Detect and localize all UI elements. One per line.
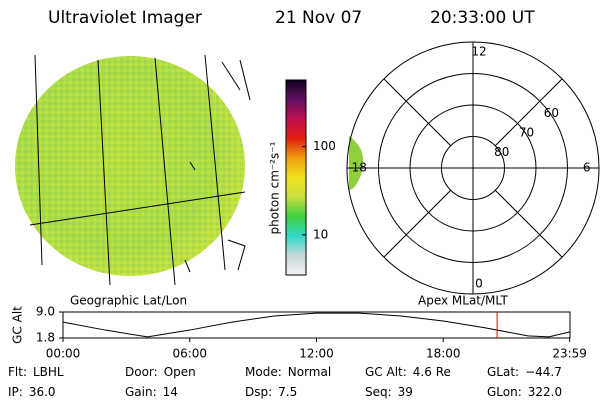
info-label: GLon: — [487, 385, 522, 399]
info-value: 322.0 — [528, 385, 562, 399]
x-tick-label: 00:00 — [46, 347, 81, 361]
info-value: Normal — [288, 365, 331, 379]
mlt-label: 0 — [475, 277, 483, 291]
info-label: IP: — [8, 385, 23, 399]
mlat-label: 80 — [494, 145, 509, 159]
polar-spoke — [383, 78, 452, 147]
info-field: Mode: Normal — [245, 365, 331, 379]
info-field: Seq: 39 — [365, 385, 413, 399]
info-value: LBHL — [33, 365, 64, 379]
info-label: GC Alt: — [365, 365, 407, 379]
time: 20:33:00 UT — [430, 8, 535, 28]
x-tick-label: 06:00 — [172, 347, 207, 361]
info-value: 4.6 Re — [413, 365, 451, 379]
earth-image — [15, 54, 251, 286]
mlt-label: 12 — [471, 45, 486, 59]
colorbar — [285, 79, 307, 276]
instrument: Ultraviolet Imager — [48, 8, 202, 28]
mlt-label: 18 — [352, 161, 367, 175]
info-field: GLat: −44.7 — [487, 365, 562, 379]
info-field: IP: 36.0 — [8, 385, 56, 399]
info-value: 36.0 — [29, 385, 56, 399]
info-label: Door: — [125, 365, 158, 379]
info-field: GLon: 322.0 — [487, 385, 562, 399]
info-label: Gain: — [125, 385, 157, 399]
mlat-label: 60 — [544, 106, 559, 120]
x-tick-label: 12:00 — [299, 347, 334, 361]
info-field: Flt: LBHL — [8, 365, 64, 379]
y-tick-label: 1.8 — [36, 331, 55, 345]
info-label: Seq: — [365, 385, 392, 399]
info-value: 39 — [398, 385, 413, 399]
info-label: Flt: — [8, 365, 27, 379]
x-tick-label: 23:59 — [552, 347, 587, 361]
polar-label: Apex MLat/MLT — [418, 294, 508, 308]
y-axis-label: GC Alt — [11, 306, 25, 344]
info-field: Door: Open — [125, 365, 196, 379]
info-label: Dsp: — [245, 385, 272, 399]
info-label: GLat: — [487, 365, 519, 379]
info-value: −44.7 — [525, 365, 562, 379]
info-value: 7.5 — [278, 385, 297, 399]
info-value: 14 — [163, 385, 178, 399]
date: 21 Nov 07 — [275, 8, 362, 28]
mlt-label: 6 — [583, 161, 591, 175]
plot-frame — [62, 311, 571, 339]
polar-spoke — [383, 189, 452, 258]
x-tick-label: 18:00 — [426, 347, 461, 361]
colorbar-label: photon cm⁻²s⁻¹ — [268, 141, 282, 234]
info-value: Open — [164, 365, 196, 379]
colorbar-tick-label: 100 — [313, 139, 336, 153]
info-label: Mode: — [245, 365, 282, 379]
altitude-line — [62, 312, 571, 338]
polar-spoke — [494, 78, 563, 147]
polar-spoke — [494, 189, 563, 258]
mlat-label: 70 — [519, 126, 534, 140]
y-tick-label: 9.0 — [36, 305, 55, 319]
auroral-blob — [349, 136, 364, 190]
colorbar-tick-label: 10 — [313, 227, 328, 241]
info-field: Dsp: 7.5 — [245, 385, 297, 399]
image-label: Geographic Lat/Lon — [70, 294, 187, 308]
info-field: Gain: 14 — [125, 385, 178, 399]
info-field: GC Alt: 4.6 Re — [365, 365, 451, 379]
